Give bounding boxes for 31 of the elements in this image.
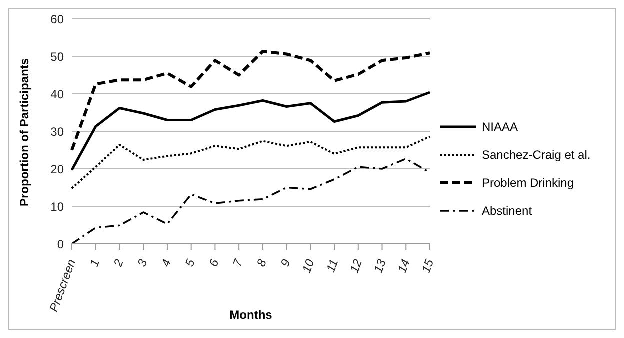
x-tick-label: 7 [230, 256, 246, 269]
legend-label: NIAAA [482, 120, 518, 134]
x-tick-label: 5 [182, 257, 198, 269]
legend-label: Problem Drinking [482, 176, 574, 190]
x-tick-label: 15 [418, 257, 437, 275]
y-tick-label: 10 [50, 200, 64, 214]
y-tick-label: 50 [50, 50, 64, 64]
line-series [70, 50, 432, 152]
x-tick-label: 10 [300, 257, 318, 275]
y-tick-label: 30 [50, 124, 64, 139]
y-tick-label: 40 [50, 87, 64, 102]
y-tick-label: 20 [50, 162, 64, 176]
x-tick-label: 14 [394, 257, 413, 275]
y-tick-label: 60 [50, 12, 64, 26]
x-tick-label: 11 [324, 258, 342, 274]
x-tick-label: 9 [278, 257, 294, 269]
legend-label: Abstinent [482, 204, 532, 218]
x-tick-label: 3 [134, 257, 150, 269]
y-axis-title: Proportion of Participants [17, 58, 32, 206]
y-tick-label: 0 [57, 237, 64, 252]
x-tick-label: 13 [371, 257, 389, 275]
line-series [70, 91, 432, 172]
x-tick-label: 6 [206, 257, 222, 269]
x-tick-label: 2 [110, 257, 126, 270]
line-series [71, 136, 431, 190]
x-tick-label: 8 [254, 257, 270, 269]
x-axis-title: Months [230, 308, 273, 322]
x-tick-label: 12 [347, 257, 366, 275]
x-tick-label: 4 [158, 257, 174, 269]
x-tick-label: 1 [87, 258, 102, 269]
legend-label: Sanchez-Craig et al. [482, 148, 591, 162]
